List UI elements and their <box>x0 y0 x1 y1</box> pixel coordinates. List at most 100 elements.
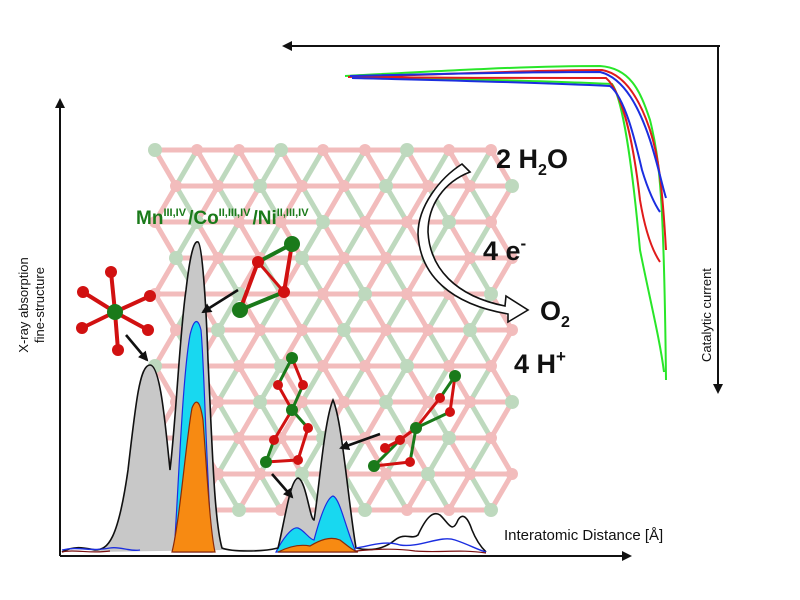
lattice-bond <box>152 328 179 368</box>
lattice-bond <box>257 436 284 476</box>
lattice-bond <box>467 184 494 224</box>
lattice-bond <box>383 184 410 224</box>
lattice-bond <box>383 256 410 296</box>
lattice-bond <box>341 364 368 404</box>
lattice-metal-atom <box>169 251 183 265</box>
oxygen-atom <box>278 286 290 298</box>
lattice-metal-atom <box>316 215 330 229</box>
lattice-bond <box>362 220 389 260</box>
lattice-bond <box>152 220 179 260</box>
lattice-bond <box>215 436 242 476</box>
lattice-oxygen-atom <box>212 252 224 264</box>
pointer-arrow <box>339 432 381 451</box>
metal-atom <box>260 456 272 468</box>
lattice-bond <box>467 220 494 260</box>
y-axis-label: X-ray absorption fine-structure <box>16 257 47 352</box>
lattice-metal-atom <box>358 287 372 301</box>
lattice-bond <box>467 292 494 332</box>
oxygen-atom <box>144 290 156 302</box>
lattice-bond <box>425 184 452 224</box>
lattice-bond <box>341 256 368 296</box>
lattice-oxygen-atom <box>464 252 476 264</box>
lattice-bond <box>236 328 263 368</box>
lattice-bond <box>362 292 389 332</box>
polarization-curves <box>344 64 667 381</box>
lattice-bond <box>236 364 263 404</box>
lattice-bond <box>215 292 242 332</box>
oxygen-atom <box>252 256 264 268</box>
reaction-curved-arrow <box>417 162 530 324</box>
metal-co-text: /Co <box>188 208 219 229</box>
lattice-oxygen-atom <box>233 432 245 444</box>
lattice-bond <box>362 328 389 368</box>
oxygen-atom <box>273 380 283 390</box>
lattice-bond <box>257 220 284 260</box>
metal-ni-superscript: II,III,IV <box>277 207 309 219</box>
metal-ni-text: /Ni <box>252 208 276 229</box>
electrons-superscript: - <box>521 234 527 253</box>
lattice-bond <box>320 364 347 404</box>
lattice-metal-atom <box>505 395 519 409</box>
lattice-bond <box>467 436 494 476</box>
lattice-bond <box>383 436 410 476</box>
oxygen-atom <box>269 435 279 445</box>
metal-atom <box>286 404 298 416</box>
lattice-bond <box>299 184 326 224</box>
chain-cluster <box>260 352 313 468</box>
oxygen-atom <box>395 435 405 445</box>
lattice-bond <box>215 148 242 188</box>
lattice-metal-atom <box>232 503 246 517</box>
lattice-bond <box>341 148 368 188</box>
oxygen-atom <box>445 407 455 417</box>
lattice-oxygen-atom <box>464 396 476 408</box>
lattice-bond <box>173 184 200 224</box>
lattice-metal-atom <box>442 215 456 229</box>
lattice-bond <box>383 148 410 188</box>
lattice-oxygen-atom <box>401 216 413 228</box>
metal-atom <box>449 370 461 382</box>
curve-blue <box>349 70 667 213</box>
lattice-metal-atom <box>295 251 309 265</box>
lattice-bond <box>236 220 263 260</box>
lattice-oxygen-atom <box>317 144 329 156</box>
oxygen-atom <box>105 266 117 278</box>
lattice-bond <box>425 364 452 404</box>
lattice-bond <box>257 472 284 512</box>
lattice-bond <box>215 400 242 440</box>
lattice-bond <box>278 148 305 188</box>
lattice-bond <box>341 220 368 260</box>
corner-sharing-cluster <box>368 370 461 472</box>
lattice-oxygen-atom <box>401 288 413 300</box>
spectrum-darkred-curve <box>61 548 487 554</box>
lattice-bond <box>488 148 515 188</box>
lattice-bond <box>467 256 494 296</box>
lattice-oxygen-atom <box>317 360 329 372</box>
orange-peak-fill <box>171 401 359 553</box>
lattice-bond <box>320 184 347 224</box>
lattice-metal-atom <box>442 431 456 445</box>
lattice-bond <box>257 184 284 224</box>
lattice-bond <box>215 184 242 224</box>
lattice-bond <box>320 292 347 332</box>
lattice-bond <box>425 436 452 476</box>
lattice-oxygen-atom <box>296 180 308 192</box>
peak-pointer-arrows <box>125 288 381 499</box>
oxygen-product-text: O <box>540 296 561 326</box>
lattice-oxygen-atom <box>506 252 518 264</box>
lattice-bond <box>236 400 263 440</box>
lattice-bond <box>152 148 179 188</box>
lattice-oxygen-atom <box>275 504 287 516</box>
lattice-bond <box>404 184 431 224</box>
lattice-bond <box>362 364 389 404</box>
lattice-bond <box>446 472 473 512</box>
lattice-bond <box>341 328 368 368</box>
lattice-bond <box>446 436 473 476</box>
lattice-oxygen-atom <box>254 324 266 336</box>
lattice-bond <box>257 364 284 404</box>
lattice-oxygen-atom <box>464 180 476 192</box>
lattice-bond <box>236 436 263 476</box>
di-mu-oxo-cluster <box>232 236 300 318</box>
lattice-metal-atom <box>274 143 288 157</box>
lattice-bond <box>215 364 242 404</box>
